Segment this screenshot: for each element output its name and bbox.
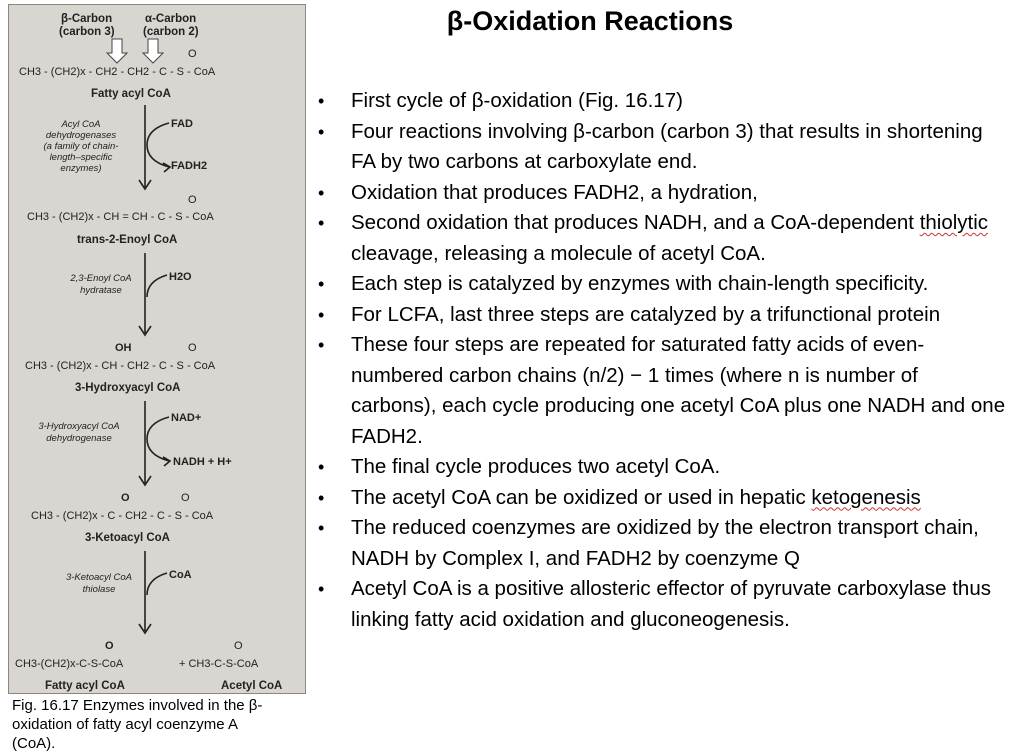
compound-formula-2: CH3 - (CH2)x - CH = CH - C - S - CoA — [27, 211, 214, 223]
bullet-text: Acetyl CoA is a positive allosteric effe… — [351, 577, 991, 631]
carbonyl-o-4: O — [181, 492, 190, 504]
bullet-icon: • — [318, 91, 325, 111]
product-carbonyl-o: O — [234, 640, 243, 652]
bullet-icon: • — [318, 487, 325, 508]
bullet-item: • Acetyl CoA is a positive allosteric eff… — [316, 574, 1006, 635]
enzyme-4-line-2: thiolase — [83, 584, 116, 595]
product-keto-o: O — [105, 640, 114, 652]
step-arrow-1 — [138, 105, 152, 191]
bullet-item: • The acetyl CoA can be oxidized or used … — [316, 483, 1006, 514]
bullet-text-post: cleavage, releasing a molecule of acetyl… — [351, 241, 766, 265]
product-formula-1: CH3-(CH2)x-C-S-CoA — [15, 658, 124, 670]
hydroxyl-label: OH — [115, 342, 132, 354]
compound-formula-4: CH3 - (CH2)x - C - CH2 - C - S - CoA — [31, 510, 214, 522]
bullet-icon: • — [318, 579, 325, 599]
compound-formula-1: CH3 - (CH2)x - CH2 - CH2 - C - S - CoA — [19, 66, 216, 78]
alpha-carbon-sublabel: (carbon 2) — [143, 26, 199, 38]
bullet-item: • Four reactions involving β-carbon (carb… — [316, 117, 1006, 178]
spellcheck-word: thiolytic — [919, 211, 989, 234]
alpha-arrow-icon — [141, 38, 165, 64]
bullet-text: Each step is catalyzed by enzymes with c… — [351, 272, 929, 295]
cofactor-curve-1 — [146, 122, 172, 173]
enzyme-1-line-4: length–specific — [50, 152, 113, 163]
enzyme-2-line-1: 2,3-Enoyl CoA — [69, 273, 131, 284]
step-arrow-3 — [138, 401, 152, 487]
slide-title: β-Oxidation Reactions — [446, 6, 734, 36]
bullet-item: • Oxidation that produces FADH2, a hydrat… — [316, 178, 1006, 209]
carbonyl-o-2: O — [188, 194, 197, 206]
product-name-1: Fatty acyl CoA — [45, 680, 125, 692]
spellcheck-word: ketogenesis — [811, 485, 921, 509]
enzyme-3-line-2: dehydrogenase — [46, 433, 112, 444]
bullet-text: The final cycle produces two acetyl CoA. — [351, 455, 721, 478]
bullet-text-pre: The acetyl CoA can be oxidized or used i… — [351, 485, 812, 509]
bullet-text: First cycle of β-oxidation (Fig. 16.17) — [351, 89, 683, 112]
enzyme-1-line-3: (a family of chain- — [44, 141, 119, 152]
compound-name-1: Fatty acyl CoA — [91, 88, 171, 100]
bullet-icon: • — [318, 182, 325, 203]
bullet-list: • First cycle of β-oxidation (Fig. 16.17)… — [316, 86, 1006, 635]
compound-name-3: 3-Hydroxyacyl CoA — [75, 382, 180, 394]
cofactor-out-1: FADH2 — [171, 160, 207, 172]
cofactor-in-2: H2O — [169, 271, 192, 283]
pathway-figure: β-Carbon (carbon 3) α-Carbon (carbon 2) … — [8, 4, 306, 694]
cofactor-curve-2 — [146, 274, 168, 298]
beta-carbon-sublabel: (carbon 3) — [59, 26, 115, 38]
product-name-2: Acetyl CoA — [221, 680, 282, 692]
cofactor-out-3: NADH + H+ — [173, 456, 232, 468]
bullet-icon: • — [318, 121, 325, 142]
bullet-item: • The reduced coenzymes are oxidized by t… — [316, 513, 1006, 574]
bullet-text: Oxidation that produces FADH2, a hydrati… — [351, 180, 758, 204]
bullet-icon: • — [318, 304, 325, 325]
bullet-text: These four steps are repeated for satura… — [351, 333, 1006, 448]
carbonyl-o-1: O — [188, 48, 197, 60]
keto-o-label: O — [121, 492, 130, 504]
beta-oxidation-diagram: β-Carbon (carbon 3) α-Carbon (carbon 2) … — [15, 13, 282, 692]
bullet-item: • The final cycle produces two acetyl CoA… — [316, 452, 1006, 483]
beta-carbon-label: β-Carbon — [61, 13, 112, 25]
bullet-item: • Second oxidation that produces NADH, an… — [316, 208, 1006, 269]
compound-formula-3: CH3 - (CH2)x - CH - CH2 - C - S - CoA — [25, 360, 216, 372]
bullet-item: • These four steps are repeated for satur… — [316, 330, 1006, 452]
bullet-icon: • — [318, 213, 325, 233]
bullet-text: Four reactions involving β-carbon (carbo… — [351, 119, 983, 174]
enzyme-4-line-1: 3-Ketoacyl CoA — [66, 572, 132, 583]
step-arrow-2 — [138, 253, 152, 337]
bullet-text-pre: Second oxidation that produces NADH, and… — [351, 211, 920, 234]
bullet-icon: • — [318, 457, 325, 477]
bullet-icon: • — [318, 274, 325, 294]
enzyme-3-line-1: 3-Hydroxyacyl CoA — [38, 421, 119, 432]
product-formula-2: + CH3-C-S-CoA — [179, 658, 259, 670]
bullet-item: • Each step is catalyzed by enzymes with … — [316, 269, 1006, 300]
beta-arrow-icon — [105, 38, 129, 64]
enzyme-2-line-2: hydratase — [80, 285, 122, 296]
cofactor-in-4: CoA — [169, 569, 192, 581]
enzyme-1-line-5: enzymes) — [60, 163, 101, 174]
cofactor-curve-4 — [146, 572, 168, 596]
alpha-carbon-label: α-Carbon — [145, 13, 196, 25]
enzyme-1-line-2: dehydrogenases — [46, 130, 116, 141]
cofactor-in-3: NAD+ — [171, 412, 201, 424]
bullet-item: • First cycle of β-oxidation (Fig. 16.17) — [316, 86, 1006, 117]
figure-caption: Fig. 16.17 Enzymes involved in the β-oxi… — [12, 697, 263, 752]
bullet-icon: • — [318, 518, 325, 538]
bullet-item: • For LCFA, last three steps are catalyze… — [316, 300, 1006, 331]
bullet-text: The reduced coenzymes are oxidized by th… — [351, 516, 979, 570]
cofactor-curve-3 — [146, 416, 172, 467]
compound-name-4: 3-Ketoacyl CoA — [85, 532, 170, 544]
enzyme-1-line-1: Acyl CoA — [60, 119, 100, 130]
carbonyl-o-3: O — [188, 342, 197, 354]
bullet-text: For LCFA, last three steps are catalyzed… — [351, 302, 941, 326]
cofactor-in-1: FAD — [171, 118, 193, 130]
bullet-icon: • — [318, 335, 325, 355]
step-arrow-4 — [138, 551, 152, 635]
compound-name-2: trans-2-Enoyl CoA — [77, 234, 177, 246]
